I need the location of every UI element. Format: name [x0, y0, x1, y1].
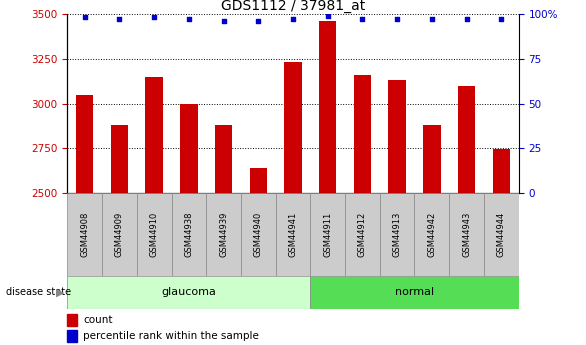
- FancyBboxPatch shape: [414, 193, 449, 276]
- Text: GSM44909: GSM44909: [115, 212, 124, 257]
- Point: [80, 14, 90, 20]
- Point: [323, 13, 332, 18]
- FancyBboxPatch shape: [380, 193, 414, 276]
- Point: [219, 18, 229, 24]
- Bar: [76, 95, 93, 193]
- Bar: [319, 21, 336, 193]
- Point: [393, 17, 402, 22]
- FancyBboxPatch shape: [206, 193, 241, 276]
- FancyBboxPatch shape: [67, 276, 311, 309]
- Bar: [423, 125, 441, 193]
- Title: GDS1112 / 37981_at: GDS1112 / 37981_at: [221, 0, 365, 13]
- Text: GSM44910: GSM44910: [149, 212, 159, 257]
- Text: glaucoma: glaucoma: [161, 287, 216, 297]
- Text: GSM44941: GSM44941: [288, 212, 298, 257]
- Text: GSM44944: GSM44944: [497, 212, 506, 257]
- FancyBboxPatch shape: [311, 193, 345, 276]
- Point: [254, 18, 263, 24]
- Text: GSM44911: GSM44911: [323, 212, 332, 257]
- Bar: [111, 125, 128, 193]
- Text: normal: normal: [395, 287, 434, 297]
- FancyBboxPatch shape: [102, 193, 137, 276]
- FancyBboxPatch shape: [172, 193, 206, 276]
- Bar: [145, 77, 163, 193]
- Text: GSM44942: GSM44942: [427, 212, 437, 257]
- Bar: [180, 105, 197, 193]
- Text: GSM44940: GSM44940: [254, 212, 263, 257]
- Bar: [284, 62, 302, 193]
- Text: ▶: ▶: [56, 287, 64, 297]
- Bar: [250, 168, 267, 193]
- FancyBboxPatch shape: [241, 193, 275, 276]
- Point: [149, 14, 159, 20]
- Point: [115, 17, 124, 22]
- Text: GSM44913: GSM44913: [393, 212, 401, 257]
- FancyBboxPatch shape: [449, 193, 484, 276]
- FancyBboxPatch shape: [137, 193, 172, 276]
- Text: disease state: disease state: [6, 287, 74, 297]
- Bar: [458, 87, 475, 193]
- Point: [357, 17, 367, 22]
- Bar: [67, 314, 77, 326]
- Text: GSM44908: GSM44908: [80, 212, 89, 257]
- Text: count: count: [83, 315, 113, 325]
- FancyBboxPatch shape: [67, 193, 102, 276]
- FancyBboxPatch shape: [345, 193, 380, 276]
- Point: [288, 17, 298, 22]
- Text: GSM44938: GSM44938: [185, 212, 193, 257]
- FancyBboxPatch shape: [311, 276, 519, 309]
- Bar: [354, 75, 371, 193]
- Text: GSM44943: GSM44943: [462, 212, 471, 257]
- Bar: [493, 149, 510, 193]
- Point: [184, 17, 193, 22]
- Bar: [389, 80, 406, 193]
- Point: [427, 17, 437, 22]
- Text: GSM44912: GSM44912: [358, 212, 367, 257]
- Point: [496, 17, 506, 22]
- Text: GSM44939: GSM44939: [219, 212, 228, 257]
- Text: percentile rank within the sample: percentile rank within the sample: [83, 331, 259, 341]
- FancyBboxPatch shape: [275, 193, 311, 276]
- Point: [462, 17, 471, 22]
- FancyBboxPatch shape: [484, 193, 519, 276]
- Bar: [215, 125, 232, 193]
- Bar: [67, 330, 77, 342]
